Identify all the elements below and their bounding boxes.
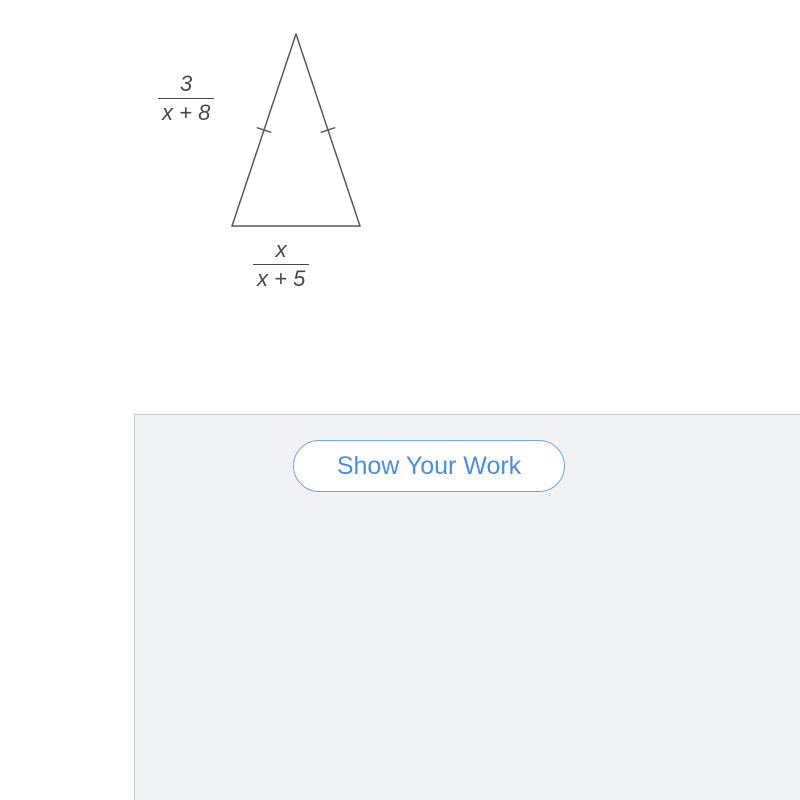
fraction-numerator: x — [253, 238, 309, 262]
fraction-bar — [253, 264, 309, 265]
show-your-work-button[interactable]: Show Your Work — [293, 440, 565, 492]
fraction-numerator: 3 — [158, 72, 214, 96]
fraction-denominator: x + 8 — [158, 101, 214, 125]
isosceles-triangle — [216, 30, 376, 230]
fraction-bar — [158, 98, 214, 99]
show-your-work-label: Show Your Work — [337, 452, 521, 481]
triangle-base-label: x x + 5 — [253, 238, 309, 291]
triangle-left-side-label: 3 x + 8 — [158, 72, 214, 125]
fraction-denominator: x + 5 — [253, 267, 309, 291]
page-root: 3 x + 8 x x + 5 Show Your Work — [0, 0, 800, 800]
